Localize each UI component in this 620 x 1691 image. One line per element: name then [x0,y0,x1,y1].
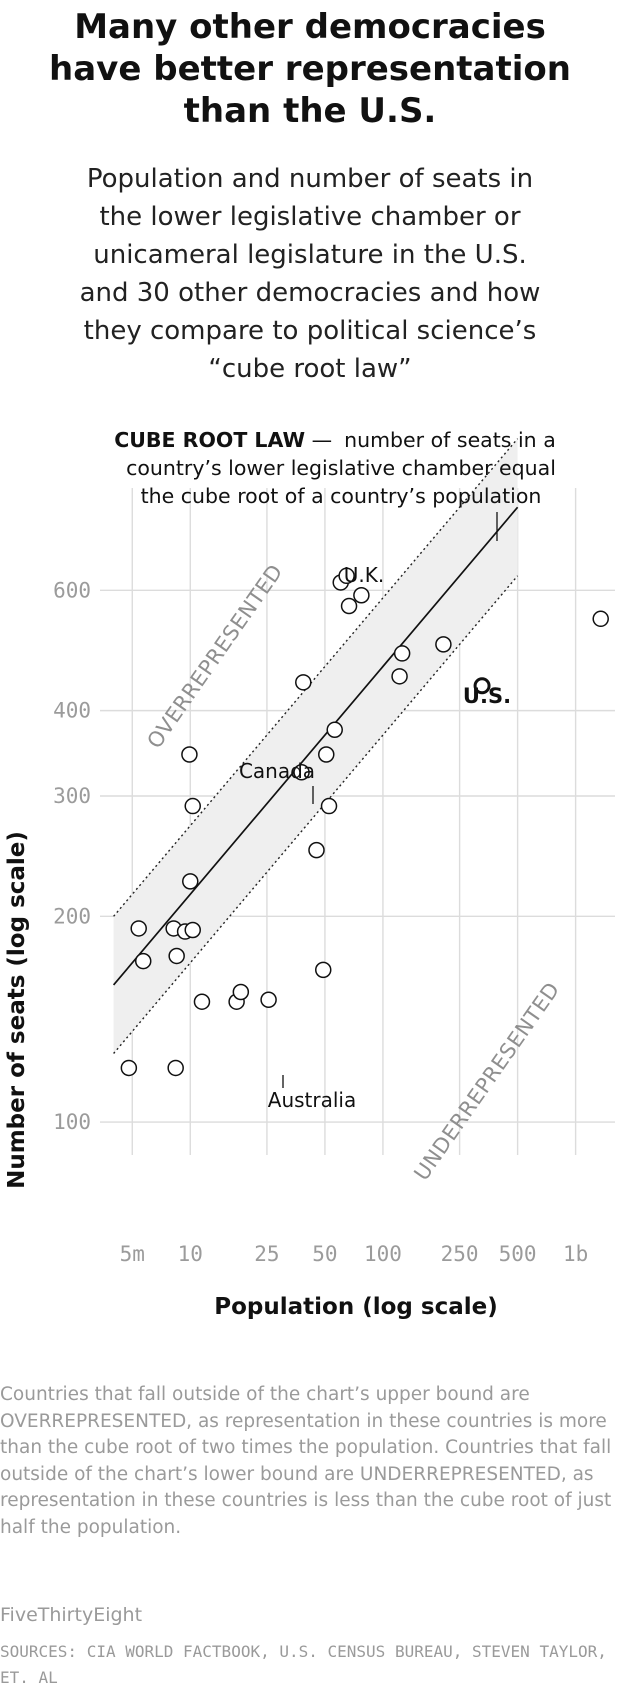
data-point [295,674,312,691]
chart-subtitle: Population and number of seats in the lo… [10,160,610,388]
x-tick-label: 5m [120,1242,145,1266]
data-point [318,746,335,763]
data-point [391,668,408,685]
data-point [120,1059,138,1077]
data-point [168,947,185,965]
data-point [592,610,609,628]
uk-label: U.K. [344,563,384,587]
subtitle-line: Population and number of seats in [86,164,534,194]
data-point [293,763,310,781]
x-tick-label: 250 [441,1242,479,1266]
brand-name: FiveThirtyEight [0,1604,143,1626]
data-point [134,952,152,970]
data-point [182,873,199,890]
us-data-point [473,677,491,695]
scatter-chart: 100 200 300 400 600 5m 10 25 50 100 250 500 1b CUBE… [4,428,615,1320]
title-line: have better representation [49,49,571,89]
subtitle-line: the lower legislative chamber or [99,202,521,232]
y-tick-label: 100 [53,1110,91,1134]
subtitle-line: unicameral legislature in the U.S. [93,240,527,270]
data-point [338,567,355,585]
data-point [232,983,250,1001]
data-point [326,721,343,739]
y-axis-ticks: 100 200 300 400 600 [53,578,91,1134]
canada-label: Canada [239,759,315,783]
x-tick-label: 100 [364,1242,402,1266]
data-point [320,797,338,815]
data-point [260,991,277,1008]
cube-root-law-dash: — [305,428,332,452]
data-points [120,567,609,1077]
x-tick-label: 25 [254,1242,279,1266]
subtitle-line: “cube root law” [208,354,412,384]
data-point [308,841,325,859]
overrepresented-label: OVERREPRESENTED [142,560,287,753]
lower-bound-line [113,575,519,1054]
title-line: Many other democracies [74,7,546,47]
x-axis-ticks: 5m 10 25 50 100 250 500 1b [120,1242,589,1266]
y-tick-label: 400 [53,699,91,723]
data-point [184,921,201,939]
data-point [130,920,147,937]
data-point [314,961,332,979]
cube-root-law-text: number of seats in a [344,428,556,452]
chart-title: Many other democracies have better repre… [0,6,620,132]
sources-note: SOURCES: CIA WORLD FACTBOOK, U.S. CENSUS… [0,1642,607,1687]
y-tick-label: 300 [53,784,91,808]
x-tick-label: 50 [312,1242,337,1266]
footnote: Countries that fall outside of the chart… [0,1384,612,1538]
title-line: than the U.S. [183,91,437,131]
data-point [181,746,198,763]
cube-root-band [112,438,519,1054]
cube-root-law-bold: CUBE ROOT LAW [114,428,305,452]
australia-label: Australia [268,1088,356,1112]
data-point [353,587,370,604]
cube-root-law-line [112,506,519,986]
x-tick-label: 10 [178,1242,203,1266]
subtitle-line: and 30 other democracies and how [79,278,541,308]
x-tick-label: 500 [499,1242,537,1266]
cube-root-law-line-2: country’s lower legislative chamber equa… [126,456,556,480]
subtitle-line: they compare to political science’s [83,316,537,346]
cube-root-law-line-3: the cube root of a country’s population [141,484,542,508]
data-point [340,597,358,615]
data-point [393,645,411,662]
data-point [167,1059,184,1077]
chart-annotations: CUBE ROOT LAW — number of seats in a coun… [114,428,564,1185]
data-point [193,993,211,1010]
cube-root-law-label: CUBE ROOT LAW — number of seats in a [114,428,556,452]
data-point [184,797,201,815]
upper-bound-line [113,438,519,917]
y-axis-title: Number of seats (log scale) [4,831,30,1189]
underrepresented-label: UNDERREPRESENTED [409,978,564,1185]
us-label: U.S. [463,684,511,708]
x-tick-label: 1b [563,1242,588,1266]
x-axis-title: Population (log scale) [214,1294,497,1320]
y-tick-label: 200 [53,904,91,928]
y-tick-label: 600 [53,578,91,602]
data-point [435,636,452,653]
